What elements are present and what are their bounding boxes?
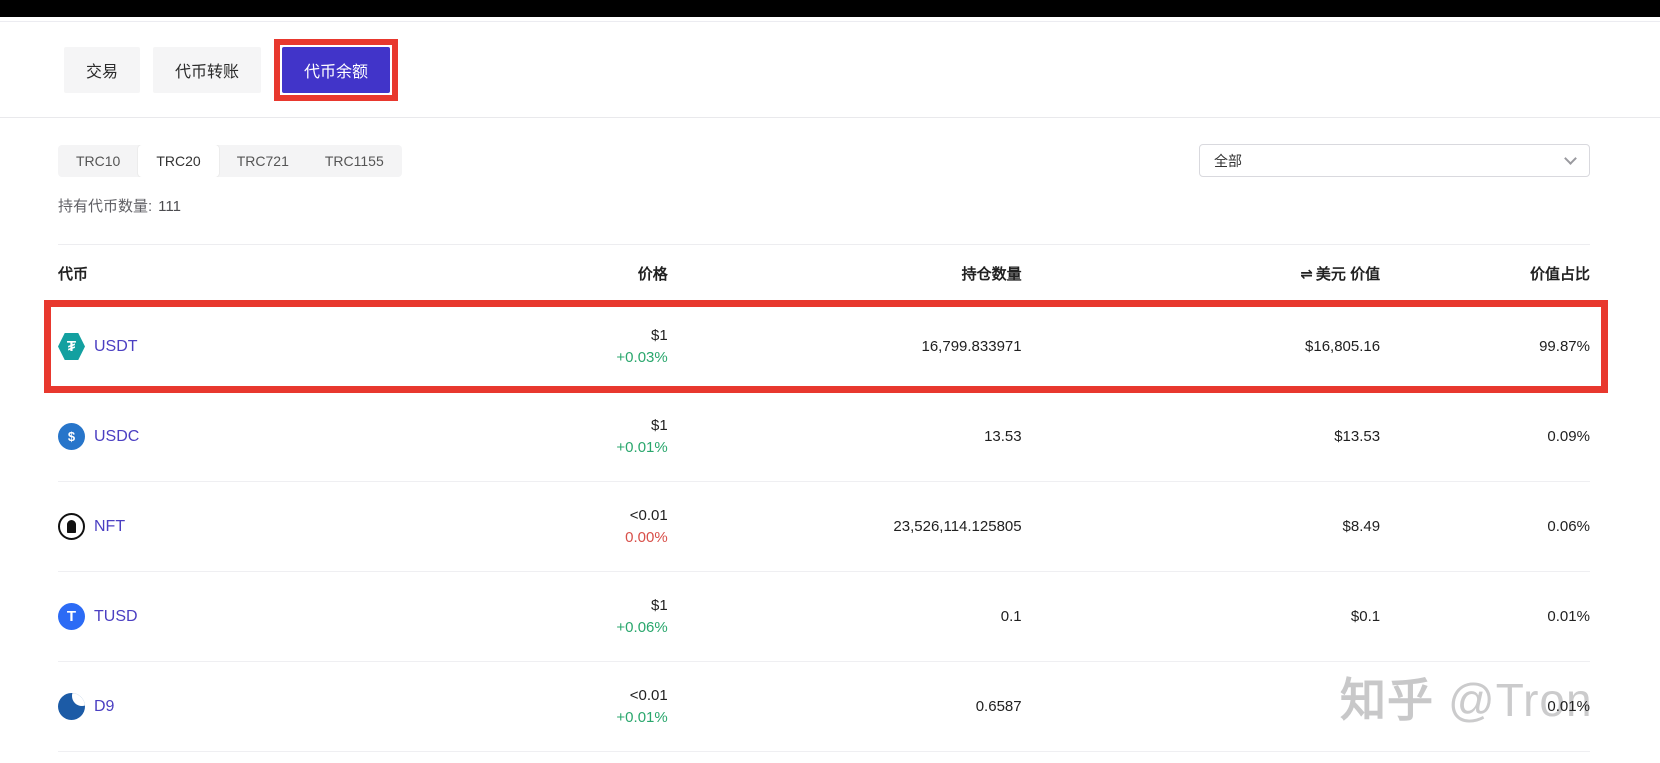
tab-token-balances[interactable]: 代币余额 bbox=[282, 47, 391, 93]
token-table-body: ₮ USDT $1 +0.03% 16,799.833971 $16,805.16 99.8… bbox=[44, 300, 1608, 752]
price-cell: $1 +0.01% bbox=[456, 415, 667, 459]
tusd-icon: T bbox=[58, 603, 85, 630]
header-usd-value: ⇌ 美元 价值 bbox=[1300, 266, 1381, 283]
usd-value-cell: $8.49 bbox=[1342, 518, 1381, 535]
price-change: +0.03% bbox=[616, 348, 668, 366]
ratio-cell: 0.01% bbox=[1547, 608, 1590, 625]
price-cell: <0.01 0.00% bbox=[456, 505, 668, 549]
price-value: <0.01 bbox=[629, 686, 668, 704]
token-link[interactable]: TUSD bbox=[94, 607, 138, 625]
price-value: $1 bbox=[651, 416, 668, 434]
ratio-cell: 0.01% bbox=[1547, 698, 1590, 715]
price-change: +0.06% bbox=[616, 618, 668, 636]
tab-bar: 交易 代币转账 代币余额 bbox=[0, 22, 1660, 118]
token-cell: T TUSD bbox=[58, 603, 456, 630]
header-token: 代币 bbox=[58, 266, 89, 283]
token-link[interactable]: USDT bbox=[94, 337, 138, 355]
table-row[interactable]: $ USDC $1 +0.01% 13.53 $13.53 0.09% bbox=[58, 392, 1590, 482]
dropdown-selected-value: 全部 bbox=[1214, 152, 1242, 169]
table-row[interactable]: NFT <0.01 0.00% 23,526,114.125805 $8.49 0.06% bbox=[58, 482, 1590, 572]
header-price: 价格 bbox=[637, 266, 668, 283]
table-header-row: 代币 价格 持仓数量 ⇌ 美元 价值 价值占比 bbox=[58, 244, 1590, 302]
price-value: $1 bbox=[651, 326, 668, 344]
tab-token-transfers[interactable]: 代币转账 bbox=[153, 47, 262, 93]
nft-icon bbox=[58, 513, 85, 540]
filter-row: TRC10 TRC20 TRC721 TRC1155 全部 bbox=[58, 144, 1590, 177]
token-link[interactable]: USDC bbox=[94, 427, 140, 445]
token-link[interactable]: NFT bbox=[94, 517, 126, 535]
amount-cell: 13.53 bbox=[984, 428, 1022, 445]
holdings-value: 111 bbox=[158, 198, 181, 215]
filter-trc721[interactable]: TRC721 bbox=[236, 152, 289, 169]
amount-cell: 0.1 bbox=[1000, 608, 1022, 625]
amount-cell: 16,799.833971 bbox=[921, 338, 1022, 355]
d9-icon bbox=[58, 693, 85, 720]
chevron-down-icon bbox=[1564, 152, 1577, 165]
header-amount: 持仓数量 bbox=[961, 266, 1022, 283]
filter-trc20[interactable]: TRC20 bbox=[138, 144, 219, 177]
price-cell: <0.01 +0.01% bbox=[456, 685, 667, 729]
usdc-icon: $ bbox=[58, 423, 85, 450]
holdings-label: 持有代币数量: bbox=[58, 198, 153, 215]
header-divider bbox=[0, 17, 1660, 22]
token-filter-dropdown[interactable]: 全部 bbox=[1199, 144, 1590, 177]
token-cell: D9 bbox=[58, 693, 456, 720]
token-cell: ₮ USDT bbox=[58, 333, 456, 360]
header-ratio: 价值占比 bbox=[1529, 266, 1590, 283]
price-cell: $1 +0.06% bbox=[456, 595, 667, 639]
usd-value-cell: $0.1 bbox=[1350, 608, 1381, 625]
price-value: $1 bbox=[651, 596, 668, 614]
ratio-cell: 0.09% bbox=[1547, 428, 1590, 445]
tab-transactions[interactable]: 交易 bbox=[64, 47, 141, 93]
holdings-count: 持有代币数量: 111 bbox=[58, 195, 1590, 216]
swap-icon: ⇌ bbox=[1300, 266, 1313, 283]
table-row[interactable]: T TUSD $1 +0.06% 0.1 $0.1 0.01% bbox=[58, 572, 1590, 662]
token-link[interactable]: D9 bbox=[94, 697, 115, 715]
filter-trc1155[interactable]: TRC1155 bbox=[324, 152, 384, 169]
table-row[interactable]: D9 <0.01 +0.01% 0.6587 0.01% bbox=[58, 662, 1590, 752]
usd-value-cell: $16,805.16 bbox=[1305, 338, 1381, 355]
usdt-icon: ₮ bbox=[58, 333, 85, 360]
price-cell: $1 +0.03% bbox=[456, 325, 667, 369]
price-change: +0.01% bbox=[616, 438, 668, 456]
price-change: +0.01% bbox=[616, 708, 668, 726]
top-black-bar bbox=[0, 0, 1660, 17]
ratio-cell: 0.06% bbox=[1547, 518, 1590, 535]
price-change: 0.00% bbox=[625, 528, 668, 546]
token-cell: $ USDC bbox=[58, 423, 456, 450]
price-value: <0.01 bbox=[629, 506, 668, 524]
arch-glyph bbox=[67, 520, 76, 533]
main-content: TRC10 TRC20 TRC721 TRC1155 全部 持有代币数量: 111… bbox=[0, 144, 1660, 752]
table-row[interactable]: ₮ USDT $1 +0.03% 16,799.833971 $16,805.16 99.8… bbox=[44, 300, 1608, 393]
red-annotation-box-tab: 代币余额 bbox=[274, 39, 399, 101]
filter-trc10[interactable]: TRC10 bbox=[76, 152, 121, 169]
token-table: 代币 价格 持仓数量 ⇌ 美元 价值 价值占比 ₮ USDT $1 +0.03% 16,7… bbox=[44, 244, 1608, 752]
ratio-cell: 99.87% bbox=[1539, 338, 1590, 355]
token-cell: NFT bbox=[58, 513, 456, 540]
amount-cell: 23,526,114.125805 bbox=[893, 518, 1022, 535]
trc-filter-group: TRC10 TRC20 TRC721 TRC1155 bbox=[58, 144, 402, 177]
amount-cell: 0.6587 bbox=[975, 698, 1022, 715]
usd-value-cell: $13.53 bbox=[1334, 428, 1381, 445]
